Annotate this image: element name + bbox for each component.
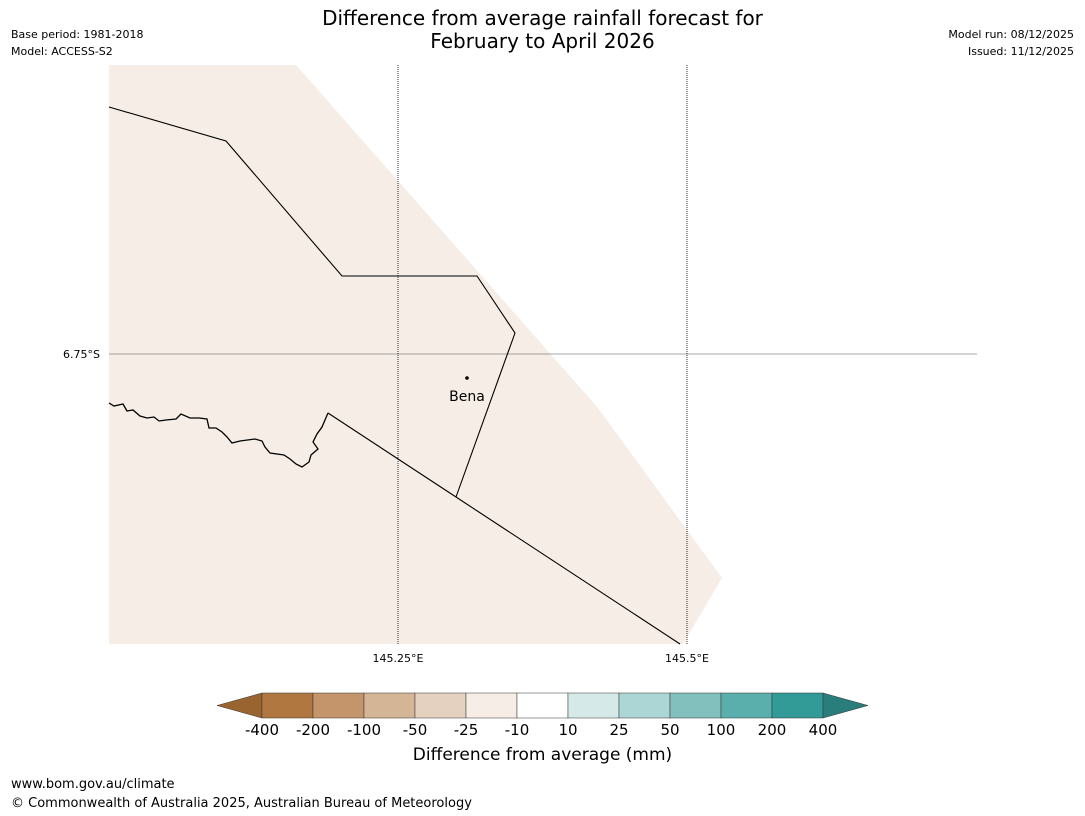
colorbar-tick-label: -400 [245, 721, 279, 739]
colorbar-tick-label: 10 [558, 721, 577, 739]
coastline-river-boundary [108, 402, 329, 468]
colorbar: -400 -200 -100 -50 -25 -10 10 25 50 100 200 400 [216, 692, 869, 739]
colorbar-swatch [363, 692, 416, 719]
forecast-data-area [109, 65, 722, 644]
colorbar-swatch [720, 692, 773, 719]
colorbar-swatch [567, 692, 620, 719]
colorbar-swatch [312, 692, 365, 719]
colorbar-swatch [516, 692, 569, 719]
colorbar-swatch [669, 692, 722, 719]
title-line-1: Difference from average rainfall forecas… [322, 6, 763, 30]
colorbar-swatch [465, 692, 518, 719]
lon-label-1: 145.25°E [373, 652, 424, 665]
colorbar-extend-low [216, 692, 263, 719]
town-label-bena: Bena [449, 389, 485, 405]
town-marker-bena [465, 376, 469, 380]
meta-left: Base period: 1981-2018 Model: ACCESS-S2 [11, 26, 143, 60]
colorbar-tick-label: -200 [296, 721, 330, 739]
colorbar-swatch [771, 692, 824, 719]
colorbar-tick-label: 200 [758, 721, 787, 739]
province-boundary-north [108, 106, 516, 498]
colorbar-tick-label: -10 [505, 721, 530, 739]
base-period-text: Base period: 1981-2018 [11, 28, 144, 41]
colorbar-tick-label: 400 [809, 721, 838, 739]
map-title: Difference from average rainfall forecas… [0, 7, 1085, 53]
model-run-text: Model run: 08/12/2025 [948, 28, 1074, 41]
colorbar-swatch [618, 692, 671, 719]
lon-label-2: 145.5°E [665, 652, 709, 665]
colorbar-tick-label: 25 [609, 721, 628, 739]
colorbar-tick-label: -50 [403, 721, 428, 739]
colorbar-tick-label: 100 [707, 721, 736, 739]
footer-url: www.bom.gov.au/climate [11, 777, 175, 792]
colorbar-swatch [261, 692, 314, 719]
colorbar-tick-label: -25 [454, 721, 479, 739]
colorbar-swatch [414, 692, 467, 719]
colorbar-title: Difference from average (mm) [412, 745, 673, 765]
colorbar-extend-high [822, 692, 869, 719]
meta-right: Model run: 08/12/2025 Issued: 11/12/2025 [948, 26, 1074, 60]
colorbar-tick-label: 50 [660, 721, 679, 739]
province-boundary-south [327, 412, 681, 645]
lat-label: 6.75°S [63, 348, 100, 361]
footer-copyright: © Commonwealth of Australia 2025, Austra… [11, 796, 472, 811]
footer: www.bom.gov.au/climate © Commonwealth of… [11, 775, 472, 813]
model-text: Model: ACCESS-S2 [11, 45, 113, 58]
colorbar-tick-label: -100 [347, 721, 381, 739]
title-line-2: February to April 2026 [430, 29, 655, 53]
issued-text: Issued: 11/12/2025 [967, 45, 1074, 58]
